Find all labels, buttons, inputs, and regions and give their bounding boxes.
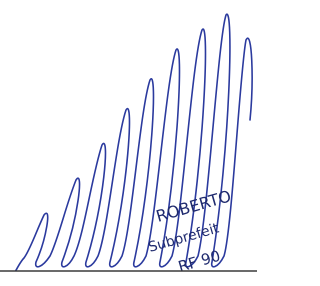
document-fragment: ROBERTO Subprefeit RF 90 [0, 0, 257, 286]
page: {"stamp": {"name": "ROBERTO", "office": … [0, 0, 257, 286]
paper-margin [0, 271, 257, 286]
